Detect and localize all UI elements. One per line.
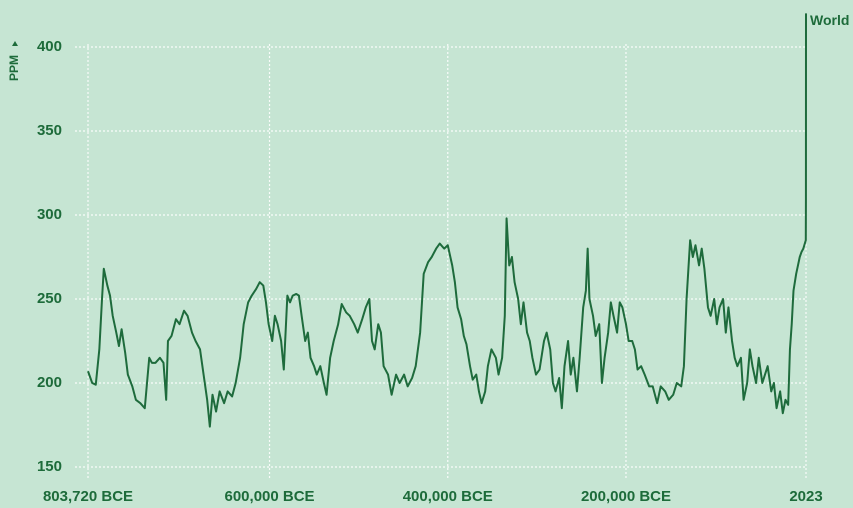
axis-arrow: [12, 41, 18, 46]
y-tick-label: 350: [37, 122, 62, 139]
y-tick-label: 200: [37, 374, 62, 391]
x-tick-label: 600,000 BCE: [225, 488, 315, 505]
y-tick-label: 150: [37, 458, 62, 475]
data-line: [87, 13, 807, 428]
x-tick-label: 400,000 BCE: [403, 488, 493, 505]
y-tick-label: 400: [37, 38, 62, 55]
x-tick-label: 803,720 BCE: [43, 488, 133, 505]
x-tick-label: 2023: [789, 488, 822, 505]
series-label: World: [810, 12, 849, 28]
x-tick-label: 200,000 BCE: [581, 488, 671, 505]
y-tick-label: 250: [37, 290, 62, 307]
y-tick-label: 300: [37, 206, 62, 223]
y-axis-label: PPM: [7, 55, 21, 81]
